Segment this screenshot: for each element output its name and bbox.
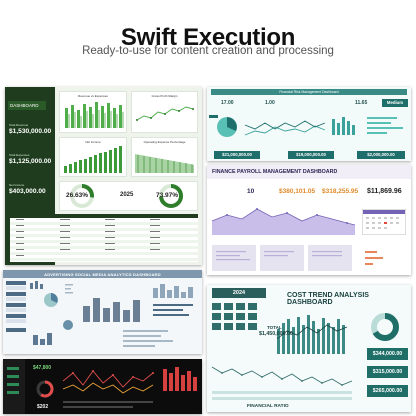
calendar-widget: [362, 209, 406, 235]
risk-dashboard-thumbnail: Financial Risk Management Dashboard 17.0…: [207, 87, 411, 161]
net-income-chart: Net Income: [59, 137, 127, 177]
side-value-2: $315,000.00: [367, 366, 408, 378]
donut-right-pct: 73.97%: [156, 192, 179, 199]
donut-left-pct: 26.63%: [66, 192, 89, 199]
stat-2: 1.00: [265, 100, 275, 106]
stat-1: 17.00: [221, 100, 234, 106]
cost-title: COST TREND ANALYSIS DASHBOARD: [287, 292, 369, 306]
kpi-expenses: $1,125,000.00: [9, 158, 52, 165]
total-chip-3: $2,000,000.00: [357, 151, 405, 159]
kpi-net: $318,255.95: [322, 188, 359, 195]
total-chip-2: $19,000,000.00: [288, 151, 334, 159]
kpi-revenue: $1,530,000.00: [9, 128, 52, 135]
revenue-vs-expenses-chart: Revenue vs Expenses: [59, 91, 127, 133]
dark-sidebar: [3, 359, 25, 414]
total-chip-1: $21,000,000.00: [214, 151, 260, 159]
dark-kpi-2: $202: [37, 404, 49, 410]
bar-chart-svg: [65, 102, 124, 128]
dashboard-tag: DASHBOARD: [8, 101, 46, 110]
dark-charts: [7, 367, 197, 408]
financial-ratio-label: FINANCIAL RATIO: [247, 404, 289, 409]
total-label: TOTAL: [267, 325, 282, 330]
header: Swift Execution Ready-to-use for content…: [0, 0, 416, 84]
payroll-dashboard-thumbnail: FINANCE PAYROLL MANAGEMENT DASHBOARD 10 …: [207, 165, 411, 275]
dark-kpi-1: $47,800: [33, 365, 52, 371]
risk-charts: [209, 115, 403, 137]
kpi-deductions: $11,869.96: [367, 188, 402, 195]
cost-charts: [211, 303, 399, 400]
dark-dashboard-thumbnail: $47,800 $202: [3, 359, 202, 414]
cost-trend-dashboard-thumbnail: 2024 COST TREND ANALYSIS DASHBOARD TOTAL…: [207, 285, 411, 412]
social-header: ADVERTISING SOCIAL MEDIA ANALYTICS DASHB…: [3, 270, 202, 278]
year-label: 2025: [120, 192, 134, 198]
operating-expense-chart: Operating Expense Percentage: [131, 137, 198, 177]
payroll-charts: [211, 208, 383, 271]
data-table: [10, 214, 198, 262]
risk-level-chip: Medium: [382, 99, 408, 107]
green-dashboard-thumbnail: DASHBOARD Total Revenue $1,530,000.00 To…: [5, 87, 202, 265]
page-title: Swift Execution: [120, 24, 296, 51]
kpi-net-income: $403,000.00: [9, 188, 46, 195]
gross-profit-margin-chart: Gross Profit Margin: [131, 91, 198, 133]
payroll-title: FINANCE PAYROLL MANAGEMENT DASHBOARD: [212, 169, 338, 175]
social-charts: [6, 281, 193, 347]
donut-row: 26.63% 2025 73.97%: [59, 181, 198, 211]
risk-header-bar: Financial Risk Management Dashboard: [211, 89, 407, 95]
social-media-dashboard-thumbnail: ADVERTISING SOCIAL MEDIA ANALYTICS DASHB…: [3, 270, 202, 354]
stat-3: 11.65: [355, 100, 368, 106]
table-header: [10, 214, 198, 218]
kpi-employees: 10: [247, 188, 255, 195]
page-subtitle: Ready-to-use for content creation and pr…: [82, 45, 334, 57]
social-title: ADVERTISING SOCIAL MEDIA ANALYTICS DASHB…: [44, 272, 161, 277]
kpi-gross: $380,101.05: [279, 188, 316, 195]
side-value-1: $344,000.00: [367, 348, 408, 360]
side-value-3: $265,000.00: [367, 385, 408, 397]
payroll-header: FINANCE PAYROLL MANAGEMENT DASHBOARD: [207, 165, 411, 179]
cost-year-chip: 2024: [212, 288, 266, 298]
total-value: $1,450,000.00: [259, 331, 293, 337]
